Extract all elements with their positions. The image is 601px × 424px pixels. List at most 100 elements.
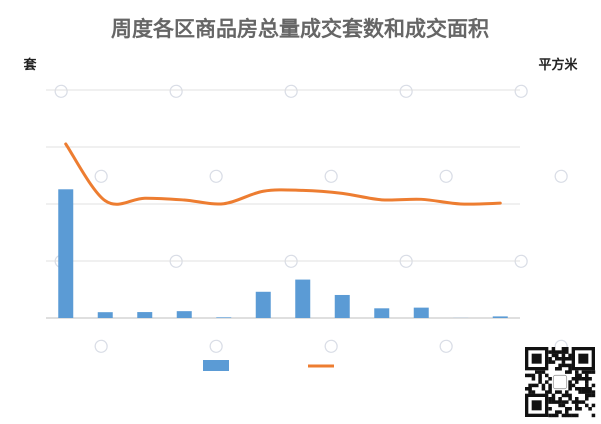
qr-module xyxy=(558,403,562,408)
house-circle-icon xyxy=(514,254,528,268)
watermark xyxy=(54,84,68,98)
qr-module xyxy=(591,370,596,374)
qr-module xyxy=(585,383,589,388)
qr-code-icon xyxy=(525,347,596,418)
qr-module xyxy=(558,367,562,371)
qr-module xyxy=(561,357,566,361)
qr-module xyxy=(575,380,579,384)
qr-module xyxy=(585,370,589,374)
qr-module xyxy=(548,350,552,354)
qr-module xyxy=(578,373,582,378)
watermark xyxy=(94,169,108,183)
qr-module xyxy=(555,410,559,414)
qr-finder-core xyxy=(578,353,589,364)
house-circle-icon xyxy=(324,339,338,353)
watermark xyxy=(554,169,568,183)
bar xyxy=(255,291,271,318)
bar xyxy=(374,308,390,318)
qr-module xyxy=(555,390,559,394)
qr-module xyxy=(568,387,572,391)
watermark xyxy=(439,339,453,353)
bar xyxy=(176,311,192,318)
qr-logo xyxy=(552,374,568,390)
bar-series xyxy=(58,189,508,318)
qr-module xyxy=(568,353,572,358)
qr-module xyxy=(588,370,592,374)
qr-module xyxy=(541,387,546,391)
qr-module xyxy=(568,397,572,401)
qr-module xyxy=(538,370,542,374)
qr-module xyxy=(548,400,552,404)
qr-module xyxy=(585,387,589,391)
qr-module xyxy=(565,370,569,374)
qr-module xyxy=(571,383,576,388)
bar xyxy=(216,317,232,318)
line-series xyxy=(64,142,502,206)
qr-module xyxy=(548,360,552,364)
qr-module xyxy=(565,393,569,398)
watermark xyxy=(324,339,338,353)
qr-module xyxy=(548,383,552,388)
qr-module xyxy=(558,397,562,401)
qr-module xyxy=(561,347,566,351)
qr-module xyxy=(548,387,552,391)
qr-module xyxy=(575,373,579,378)
watermark xyxy=(399,84,413,98)
house-circle-icon xyxy=(399,254,413,268)
qr-module xyxy=(531,390,536,394)
house-circle-icon xyxy=(399,84,413,98)
left-axis-unit: 套 xyxy=(22,57,37,73)
house-circle-icon xyxy=(209,169,223,183)
qr-module xyxy=(565,400,569,404)
qr-module xyxy=(575,413,579,418)
qr-module xyxy=(541,370,546,374)
qr-module xyxy=(568,363,572,368)
qr-module xyxy=(588,393,592,398)
qr-module xyxy=(561,413,566,418)
qr-module xyxy=(548,413,552,418)
qr-module xyxy=(581,390,586,394)
qr-module xyxy=(568,383,572,388)
bar xyxy=(334,294,350,318)
qr-module xyxy=(591,383,596,388)
watermark xyxy=(209,339,223,353)
watermark xyxy=(284,84,298,98)
qr-module xyxy=(548,357,552,361)
chart-title: 周度各区商品房总量成交套数和成交面积 xyxy=(111,17,489,41)
qr-module xyxy=(545,390,549,394)
qr-module xyxy=(578,377,582,381)
qr-module xyxy=(571,377,576,381)
house-circle-icon xyxy=(439,169,453,183)
qr-module xyxy=(585,377,589,381)
qr-module xyxy=(561,400,566,404)
qr-module xyxy=(571,413,576,418)
qr-module xyxy=(555,350,559,354)
qr-module xyxy=(558,357,562,361)
qr-module xyxy=(578,407,582,411)
qr-module xyxy=(551,360,556,364)
qr-module xyxy=(568,393,572,398)
bar xyxy=(295,279,311,318)
qr-module xyxy=(581,400,586,404)
qr-module xyxy=(565,413,569,418)
qr-module xyxy=(565,357,569,361)
watermark xyxy=(169,84,183,98)
watermark xyxy=(209,169,223,183)
qr-module xyxy=(561,360,566,364)
qr-module xyxy=(558,390,562,394)
qr-module xyxy=(568,407,572,411)
qr-module xyxy=(561,363,566,368)
qr-module xyxy=(581,377,586,381)
qr-module xyxy=(575,370,579,374)
qr-module xyxy=(575,387,579,391)
qr-module xyxy=(531,377,536,381)
watermark xyxy=(514,84,528,98)
qr-module xyxy=(565,390,569,394)
bar xyxy=(413,307,429,318)
watermark xyxy=(399,254,413,268)
qr-module xyxy=(548,377,552,381)
qr-module xyxy=(575,397,579,401)
watermark xyxy=(514,254,528,268)
bar xyxy=(97,312,113,318)
